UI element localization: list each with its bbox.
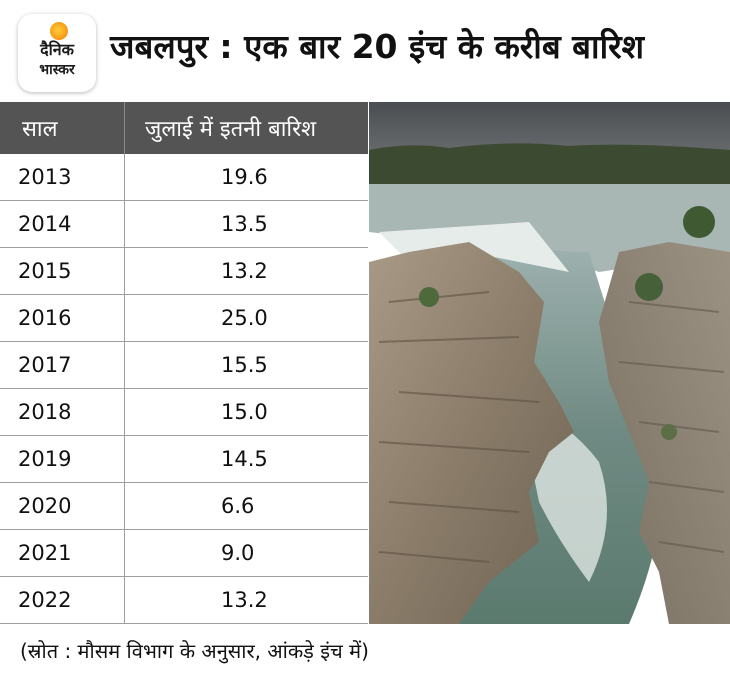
- column-header-rainfall: जुलाई में इतनी बारिश: [124, 102, 368, 154]
- column-header-year: साल: [0, 102, 125, 154]
- rainfall-cell: 14.5: [124, 435, 368, 483]
- table-body: 2013 19.6 2014 13.5 2015 13.2 2016 25.0 2017 15.5…: [0, 154, 368, 624]
- page-title: जबलपुर : एक बार 20 इंच के करीब बारिश: [110, 27, 645, 66]
- year-cell: 2015: [0, 247, 125, 295]
- rainfall-cell: 9.0: [124, 529, 368, 577]
- source-note: (स्रोत : मौसम विभाग के अनुसार, आंकड़े इं…: [20, 639, 369, 663]
- year-cell: 2014: [0, 200, 125, 248]
- rainfall-cell: 15.0: [124, 388, 368, 436]
- table-row: 2015 13.2: [0, 247, 368, 295]
- table-row: 2022 13.2: [0, 576, 368, 624]
- year-cell: 2020: [0, 482, 125, 530]
- waterfall-photo: [369, 102, 730, 624]
- rainfall-cell: 19.6: [124, 154, 368, 201]
- rainfall-cell: 13.2: [124, 247, 368, 295]
- table-row: 2013 19.6: [0, 154, 368, 201]
- table-header-row: साल जुलाई में इतनी बारिश: [0, 102, 368, 154]
- rainfall-table: साल जुलाई में इतनी बारिश 2013 19.6 2014 13.…: [0, 102, 368, 624]
- sun-icon: [50, 22, 68, 40]
- rainfall-cell: 15.5: [124, 341, 368, 389]
- year-cell: 2018: [0, 388, 125, 436]
- table-row: 2021 9.0: [0, 529, 368, 577]
- year-cell: 2019: [0, 435, 125, 483]
- table-row: 2019 14.5: [0, 435, 368, 483]
- year-cell: 2021: [0, 529, 125, 577]
- rainfall-cell: 13.5: [124, 200, 368, 248]
- rainfall-cell: 25.0: [124, 294, 368, 342]
- rainfall-cell: 6.6: [124, 482, 368, 530]
- header: दैनिक भास्कर जबलपुर : एक बार 20 इंच के क…: [0, 0, 730, 100]
- year-cell: 2022: [0, 576, 125, 624]
- table-row: 2014 13.5: [0, 200, 368, 248]
- logo-line-2: भास्कर: [39, 62, 75, 78]
- table-row: 2016 25.0: [0, 294, 368, 342]
- logo-line-1: दैनिक: [40, 40, 74, 59]
- year-cell: 2017: [0, 341, 125, 389]
- table-row: 2017 15.5: [0, 341, 368, 389]
- year-cell: 2016: [0, 294, 125, 342]
- year-cell: 2013: [0, 154, 125, 201]
- table-row: 2018 15.0: [0, 388, 368, 436]
- table-row: 2020 6.6: [0, 482, 368, 530]
- waterfall-image: [369, 102, 730, 624]
- rainfall-cell: 13.2: [124, 576, 368, 624]
- dainik-bhaskar-logo: दैनिक भास्कर: [18, 14, 96, 92]
